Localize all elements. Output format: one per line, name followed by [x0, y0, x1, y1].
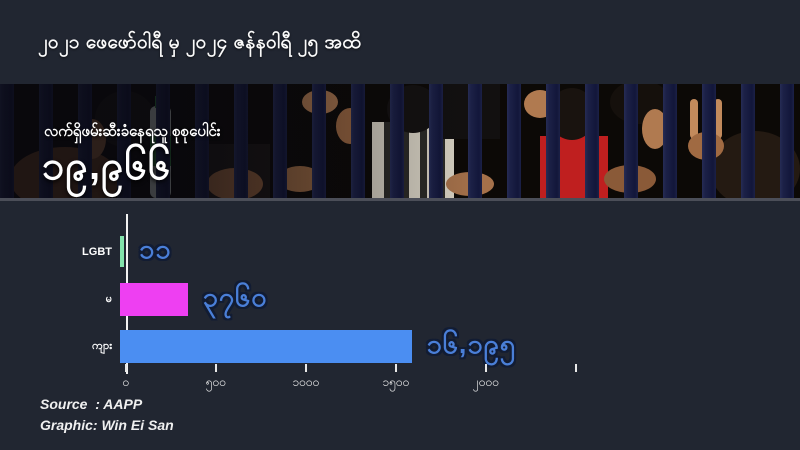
x-axis-tick-label: ၅၀၀ [205, 375, 227, 389]
x-axis-tick [575, 364, 577, 372]
detained-total-number: ၁၉,၉၆၆ [42, 144, 172, 188]
bar-value-female: ၃၇၆၀ [202, 281, 268, 312]
category-label-female: မ [105, 292, 112, 305]
x-axis-tick-label: ၂၀၀၀ [472, 375, 500, 389]
bar-chart: LGBT ၁၁ မ ၃၇၆၀ ကျား ၁၆,၁၉၅ ၀ ၅၀၀ ၁၀၀၀ ၁၅၀၀ ၂… [0, 204, 800, 396]
bar-row-male: ကျား ၁၆,၁၉၅ [0, 329, 516, 363]
footer: Source : AAPP Graphic: Win Ei San [40, 394, 174, 436]
bar-row-female: မ ၃၇၆၀ [0, 282, 267, 316]
page-title: ၂၀၂၁ ဖေဖော်ဝါရီ မှ ၂၀၂၄ ဇန်နဝါရီ ၂၅ အထိ [38, 32, 362, 53]
bar-lgbt [120, 236, 124, 267]
detainees-photo: လက်ရှိဖမ်းဆီးခံနေရသူ စုစုပေါင်း ၁၉,၉၆၆ [0, 84, 800, 201]
source-credit: Source : AAPP [40, 396, 143, 412]
bar-value-male: ၁၆,၁၉၅ [426, 328, 516, 359]
bar-row-lgbt: LGBT ၁၁ [0, 234, 171, 267]
graphic-credit: Graphic: Win Ei San [40, 417, 174, 433]
x-axis-tick [395, 364, 397, 372]
bar-value-lgbt: ၁၁ [139, 233, 172, 264]
x-axis-tick-label: ၁၅၀၀ [382, 375, 410, 389]
x-axis-tick [215, 364, 217, 372]
category-label-lgbt: LGBT [82, 245, 112, 258]
bar-male [120, 330, 412, 363]
x-axis-tick [305, 364, 307, 372]
header: ၂၀၂၁ ဖေဖော်ဝါရီ မှ ၂၀၂၄ ဇန်နဝါရီ ၂၅ အထိ [0, 0, 800, 84]
bar-female [120, 283, 188, 316]
photo-shade-overlay [0, 84, 480, 198]
category-label-male: ကျား [92, 339, 112, 352]
detained-total-caption: လက်ရှိဖမ်းဆီးခံနေရသူ စုစုပေါင်း [44, 123, 221, 140]
x-axis-tick-label: ၀ [122, 375, 130, 389]
x-axis-tick-label: ၁၀၀၀ [292, 375, 320, 389]
